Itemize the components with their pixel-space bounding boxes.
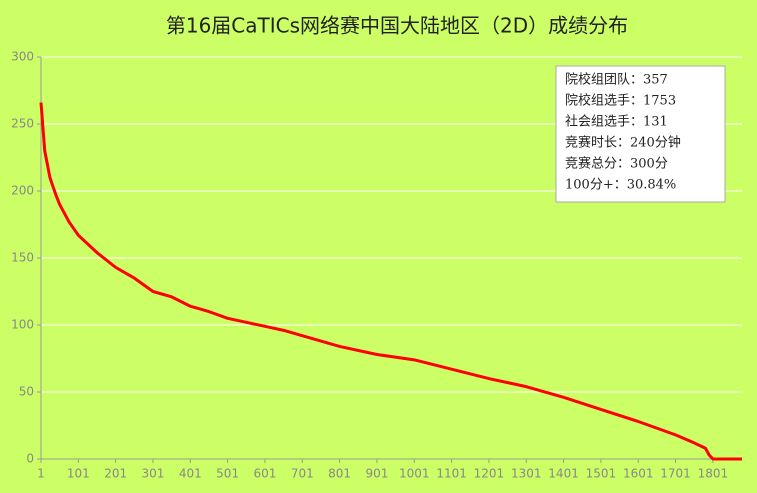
chart-title: 第16届CaTICs网络赛中国大陆地区（2D）成绩分布 xyxy=(166,14,628,38)
x-tick-label: 1101 xyxy=(436,467,467,481)
x-tick-label: 801 xyxy=(328,467,351,481)
x-tick-label: 1201 xyxy=(474,467,505,481)
annotation-line: 100分+：30.84% xyxy=(565,178,676,193)
x-tick-label: 101 xyxy=(67,467,90,481)
x-tick-label: 1501 xyxy=(586,467,617,481)
x-tick-label: 501 xyxy=(216,467,239,481)
y-tick-label: 150 xyxy=(11,251,34,265)
annotation-line: 竞赛总分：300分 xyxy=(565,156,668,172)
x-tick-label: 401 xyxy=(179,467,202,481)
y-tick-label: 300 xyxy=(11,50,34,64)
x-tick-label: 1001 xyxy=(399,467,430,481)
y-tick-label: 100 xyxy=(11,318,34,332)
x-tick-label: 1701 xyxy=(660,467,691,481)
x-tick-label: 1301 xyxy=(511,467,542,481)
y-tick-label: 0 xyxy=(26,452,34,466)
y-tick-label: 200 xyxy=(11,184,34,198)
annotation-line: 院校组选手：1753 xyxy=(565,93,676,109)
x-tick-label: 1801 xyxy=(698,467,729,481)
x-tick-label: 1401 xyxy=(548,467,579,481)
y-tick-label: 250 xyxy=(11,117,34,131)
x-tick-label: 701 xyxy=(291,467,314,481)
annotation-box xyxy=(555,65,726,203)
annotation-line: 社会组选手：131 xyxy=(565,114,668,130)
x-tick-label: 1 xyxy=(37,467,45,481)
data-line xyxy=(39,102,742,461)
x-tick-label: 901 xyxy=(365,467,388,481)
x-tick-label: 301 xyxy=(142,467,165,481)
x-tick-label: 201 xyxy=(104,467,127,481)
annotation-line: 院校组团队：357 xyxy=(565,72,668,88)
x-tick-label: 1601 xyxy=(623,467,654,481)
annotation-line: 竞赛时长：240分钟 xyxy=(565,135,681,151)
x-tick-label: 601 xyxy=(254,467,277,481)
y-tick-label: 50 xyxy=(19,385,34,399)
